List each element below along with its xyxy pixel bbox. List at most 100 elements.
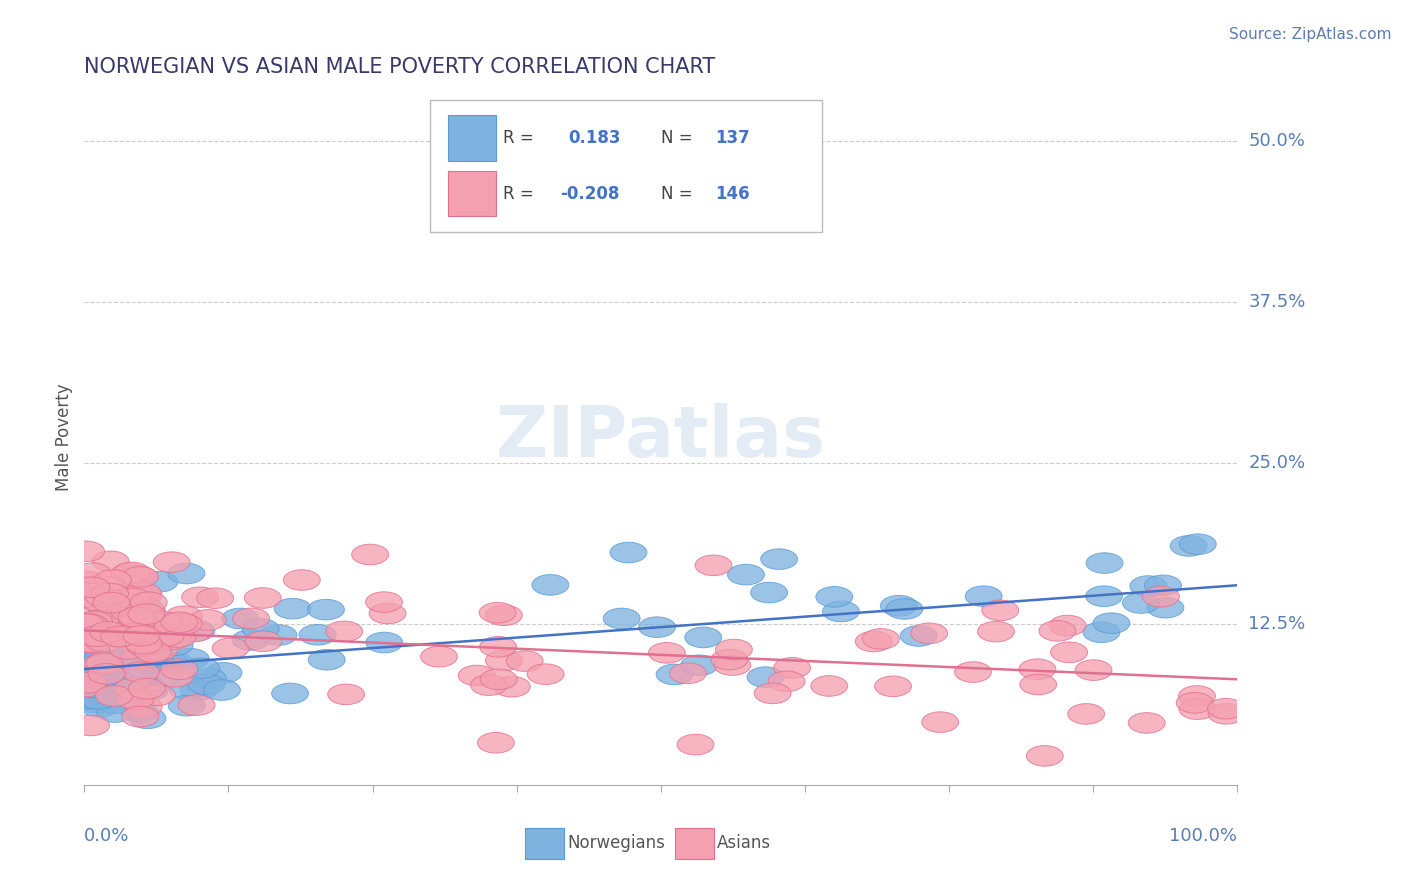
Ellipse shape [120, 648, 156, 669]
Ellipse shape [70, 626, 107, 647]
Ellipse shape [93, 604, 129, 624]
Ellipse shape [681, 655, 717, 675]
Ellipse shape [811, 675, 848, 697]
Ellipse shape [638, 617, 675, 638]
Ellipse shape [153, 552, 190, 573]
Ellipse shape [91, 654, 129, 674]
Ellipse shape [128, 600, 165, 621]
Ellipse shape [922, 712, 959, 732]
Ellipse shape [75, 670, 112, 690]
Ellipse shape [91, 661, 128, 681]
Ellipse shape [1130, 575, 1167, 597]
Ellipse shape [754, 683, 792, 704]
Ellipse shape [669, 663, 706, 683]
Ellipse shape [76, 611, 112, 632]
Ellipse shape [108, 684, 145, 705]
Ellipse shape [352, 544, 388, 565]
Ellipse shape [603, 608, 640, 629]
Ellipse shape [1083, 622, 1121, 642]
Ellipse shape [89, 576, 125, 597]
Ellipse shape [678, 734, 714, 755]
Ellipse shape [1026, 746, 1063, 766]
Ellipse shape [111, 601, 148, 622]
Ellipse shape [83, 654, 121, 674]
Ellipse shape [96, 623, 132, 643]
Ellipse shape [73, 623, 110, 643]
Ellipse shape [77, 677, 114, 698]
Ellipse shape [176, 621, 212, 642]
Ellipse shape [131, 654, 167, 674]
Ellipse shape [79, 670, 115, 690]
Ellipse shape [101, 633, 138, 654]
Text: NORWEGIAN VS ASIAN MALE POVERTY CORRELATION CHART: NORWEGIAN VS ASIAN MALE POVERTY CORRELAT… [84, 56, 716, 77]
Ellipse shape [911, 623, 948, 644]
Ellipse shape [122, 706, 159, 727]
Ellipse shape [479, 637, 516, 657]
Ellipse shape [128, 599, 165, 620]
Ellipse shape [96, 622, 132, 642]
Ellipse shape [1170, 535, 1208, 557]
Ellipse shape [70, 614, 108, 634]
Ellipse shape [91, 632, 128, 653]
Ellipse shape [135, 641, 172, 663]
Ellipse shape [711, 649, 748, 670]
Ellipse shape [1180, 534, 1216, 555]
Ellipse shape [70, 673, 107, 693]
Ellipse shape [1050, 642, 1087, 663]
Ellipse shape [75, 659, 111, 680]
Ellipse shape [93, 592, 129, 613]
Ellipse shape [110, 639, 146, 659]
Ellipse shape [1143, 586, 1180, 607]
Ellipse shape [79, 626, 115, 647]
Ellipse shape [160, 659, 198, 680]
Ellipse shape [134, 623, 170, 643]
Ellipse shape [70, 638, 107, 658]
Ellipse shape [122, 662, 159, 682]
Ellipse shape [190, 609, 226, 630]
Ellipse shape [1180, 698, 1216, 720]
Text: R =: R = [503, 185, 534, 202]
Text: 12.5%: 12.5% [1249, 615, 1306, 633]
Ellipse shape [73, 632, 110, 653]
Ellipse shape [1085, 586, 1122, 607]
Ellipse shape [150, 614, 187, 634]
Ellipse shape [420, 647, 457, 667]
Ellipse shape [83, 592, 121, 613]
Ellipse shape [648, 642, 685, 663]
Ellipse shape [141, 640, 177, 660]
Ellipse shape [245, 631, 281, 651]
Text: R =: R = [503, 129, 534, 147]
Ellipse shape [93, 614, 129, 634]
FancyBboxPatch shape [430, 100, 823, 232]
Ellipse shape [67, 614, 104, 634]
Ellipse shape [260, 624, 297, 645]
Ellipse shape [115, 625, 153, 646]
Ellipse shape [128, 604, 165, 624]
Ellipse shape [1122, 592, 1160, 614]
Ellipse shape [855, 632, 893, 652]
Ellipse shape [165, 614, 202, 634]
Ellipse shape [67, 624, 104, 645]
Ellipse shape [169, 679, 207, 699]
Ellipse shape [880, 595, 917, 616]
Ellipse shape [76, 607, 112, 627]
Ellipse shape [117, 690, 153, 710]
Ellipse shape [117, 575, 153, 597]
Ellipse shape [139, 621, 176, 641]
Ellipse shape [91, 637, 128, 657]
Text: 37.5%: 37.5% [1249, 293, 1306, 310]
Ellipse shape [485, 605, 522, 625]
Ellipse shape [94, 656, 131, 676]
Ellipse shape [69, 624, 105, 645]
Ellipse shape [72, 688, 108, 709]
Ellipse shape [70, 632, 107, 652]
Ellipse shape [129, 675, 166, 696]
Ellipse shape [190, 668, 226, 689]
FancyBboxPatch shape [675, 828, 714, 859]
Ellipse shape [222, 608, 259, 629]
Ellipse shape [479, 602, 516, 623]
Ellipse shape [86, 587, 122, 607]
Ellipse shape [121, 701, 157, 722]
Ellipse shape [90, 612, 127, 632]
Ellipse shape [101, 648, 138, 668]
